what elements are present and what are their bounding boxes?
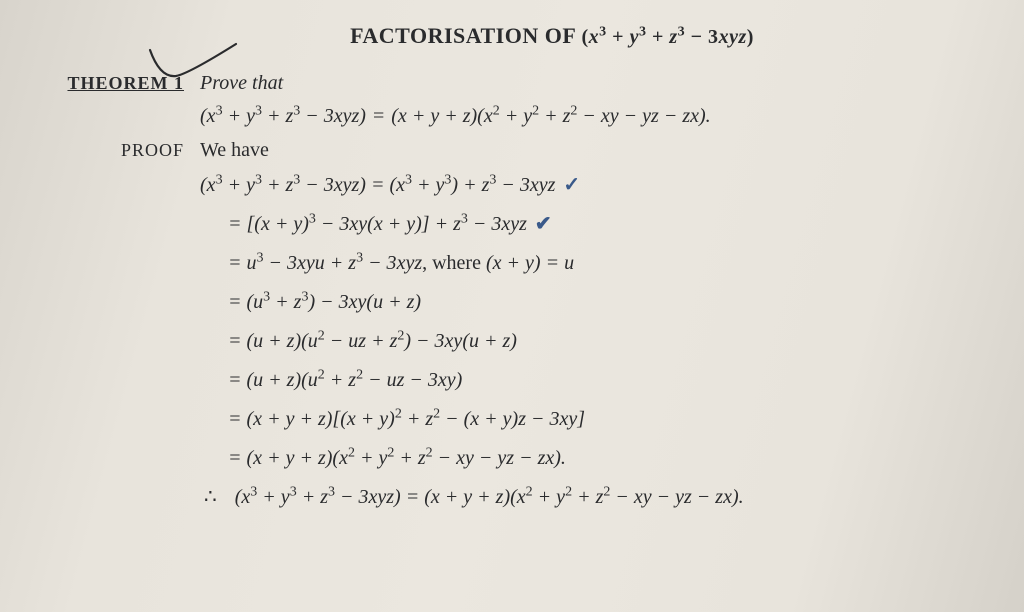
theorem-label: THEOREM 1 [67, 73, 184, 93]
proof-line-1: (x3 + y3 + z3 − 3xyz) = (x3 + y3) + z3 −… [200, 166, 984, 205]
theorem-row: THEOREM 1 Prove that [40, 72, 984, 95]
proof-line-6: = (u + z)(u2 + z2 − uz − 3xy) [200, 361, 984, 400]
proof-line-3: = u3 − 3xyu + z3 − 3xyz, where (x + y) =… [200, 244, 984, 283]
prove-that-text: Prove that [200, 72, 283, 94]
proof-line-4: = (u3 + z3) − 3xy(u + z) [200, 283, 984, 322]
we-have-text: We have [200, 139, 269, 161]
title-prefix: FACTORISATION OF [350, 23, 581, 48]
proof-row: PROOF We have [40, 139, 984, 162]
proof-line-2: = [(x + y)3 − 3xy(x + y)] + z3 − 3xyz✔ [200, 205, 984, 244]
therefore-symbol: ∴ [200, 486, 235, 508]
proof-line-8: = (x + y + z)(x2 + y2 + z2 − xy − yz − z… [200, 439, 984, 478]
proof-body: (x3 + y3 + z3 − 3xyz) = (x3 + y3) + z3 −… [200, 166, 984, 517]
proof-line-5: = (u + z)(u2 − uz + z2) − 3xy(u + z) [200, 322, 984, 361]
proof-label: PROOF [121, 140, 184, 160]
page-title: FACTORISATION OF (x3 + y3 + z3 − 3xyz) [40, 20, 984, 54]
pen-mark-icon: ✔ [535, 205, 552, 244]
proof-conclusion: ∴(x3 + y3 + z3 − 3xyz) = (x + y + z)(x2 … [200, 478, 984, 517]
theorem-statement: (x3 + y3 + z3 − 3xyz) = (x + y + z)(x2 +… [200, 99, 984, 133]
proof-line-7: = (x + y + z)[(x + y)2 + z2 − (x + y)z −… [200, 400, 984, 439]
pen-mark-icon: ✓ [563, 166, 580, 205]
